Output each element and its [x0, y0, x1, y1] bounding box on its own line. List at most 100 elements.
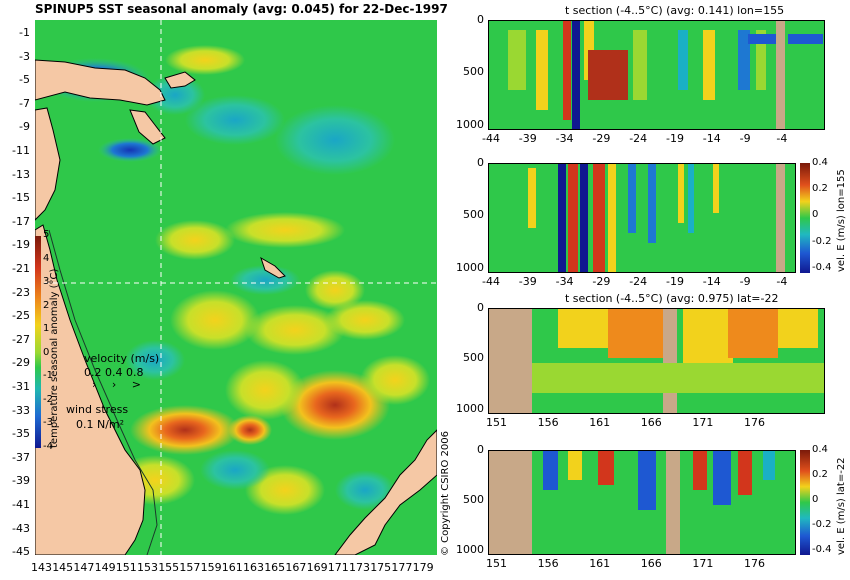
map-ytick: -17: [12, 214, 30, 228]
temp-lon155-feature: [572, 20, 580, 130]
map-xtick: 149: [94, 561, 116, 574]
temp-colorbar-tick: -2: [43, 393, 53, 405]
temp-colorbar-tick: -4: [43, 441, 53, 452]
vel-lat-22-feature: [738, 450, 752, 495]
map-ytick: -19: [12, 238, 30, 252]
velocity-colorbar-1-label: vel. E (m/s) lon=155: [836, 169, 847, 272]
velocity-legend-arrows: › › >: [92, 378, 148, 391]
map-ytick: -23: [12, 285, 30, 299]
panel-xtick: -19: [666, 132, 684, 145]
map-xtick: 143: [31, 561, 52, 574]
colorbar-label: temperature seasonal anomaly (°C): [49, 268, 60, 448]
vel-lon155-feature: [608, 163, 616, 273]
map-xtick: 147: [73, 561, 95, 574]
panel-xtick: -39: [518, 132, 537, 145]
panel-xtick: -29: [592, 275, 611, 288]
panel-xtick: 166: [640, 557, 662, 570]
panel-xtick: 176: [744, 557, 765, 570]
panel-xtick: -34: [555, 132, 574, 145]
panel-ytick: 0: [477, 443, 484, 456]
vel-lon155-feature: [628, 163, 636, 233]
vel-lon155-bg: [488, 163, 796, 273]
panel-xtick: -14: [702, 275, 721, 288]
panel3-title: t section (-4..5°C) (avg: 0.975) lat=-22: [565, 292, 779, 305]
temp-lon155-frame: [488, 20, 825, 130]
panel-ytick: 0: [477, 156, 484, 169]
panel-xtick: 161: [589, 416, 611, 429]
vel-lon155-feature: [713, 163, 719, 213]
map-xtick: 169: [306, 561, 328, 574]
map-xtick: 155: [158, 561, 180, 574]
anomaly-patch: [225, 360, 305, 420]
velocity-section-lon155: [488, 163, 796, 273]
map-xtick: 179: [412, 561, 434, 574]
panel-ytick: 500: [463, 493, 484, 506]
vel-lon155-feature: [678, 163, 684, 223]
temp-lat-22-frame: [488, 308, 825, 414]
panel-ytick: 500: [463, 208, 484, 222]
panel-xtick: -9: [739, 275, 751, 288]
map-ytick: -31: [12, 380, 30, 393]
panel-xtick: -44: [482, 132, 500, 145]
land-new-guinea: [35, 59, 166, 106]
temp-lat-22-feature: [532, 363, 825, 393]
vel-lon155-feature: [580, 163, 588, 273]
panel-ytick: 1000: [456, 260, 484, 274]
land-new-zealand: [334, 429, 437, 555]
temperature-colorbar: [35, 236, 41, 448]
temp-lat-22-feature: [728, 308, 778, 358]
panel-xtick: -44: [482, 275, 500, 288]
panel-xtick: 151: [486, 557, 507, 570]
temp-lat-22-feature: [488, 308, 532, 414]
map-title: SPINUP5 SST seasonal anomaly (avg: 0.045…: [35, 2, 448, 16]
panel-xtick: -29: [592, 132, 611, 145]
velocity-colorbar-tick: 0.2: [812, 469, 828, 480]
panel-xtick: -4: [776, 275, 788, 288]
velocity-colorbar-1: [800, 163, 810, 273]
temp-lon155-feature: [536, 30, 548, 110]
temp-lon155-feature: [703, 30, 715, 100]
temp-colorbar-tick: 1: [43, 323, 50, 335]
panel-xtick: 171: [692, 416, 714, 429]
anomaly-patch: [228, 415, 272, 445]
velocity-colorbar-tick: 0.4: [812, 444, 828, 455]
temp-lon155-feature: [633, 30, 647, 100]
anomaly-patch: [165, 45, 245, 75]
velocity-colorbar-2: [800, 450, 810, 555]
map-xtick: 159: [200, 561, 222, 574]
velocity-colorbar-tick: -0.2: [812, 235, 832, 247]
map-xtick: 165: [264, 561, 286, 574]
velocity-legend-values: 0.2 0.4 0.8: [84, 366, 144, 379]
panel-ytick: 1000: [456, 401, 484, 415]
vel-lat-22-feature: [693, 450, 707, 490]
anomaly-patch: [245, 305, 345, 355]
temp-colorbar-tick: -3: [43, 417, 53, 429]
panel-xtick: 176: [744, 416, 765, 429]
anomaly-patch: [145, 75, 205, 115]
map-xtick: 171: [327, 561, 349, 574]
anomaly-patch: [98, 138, 162, 162]
map-ytick: -43: [12, 521, 30, 535]
velocity-colorbar-tick: 0: [812, 209, 819, 221]
temp-lon155-feature: [756, 30, 766, 90]
map-xtick: 177: [391, 561, 413, 574]
anomaly-patch: [230, 265, 300, 295]
map-xtick: 173: [349, 561, 370, 574]
map-xtick: 157: [179, 561, 201, 574]
panel-xtick: -24: [629, 275, 648, 288]
vel-lon155-feature: [568, 163, 578, 273]
panel-xtick: 156: [537, 557, 559, 570]
panel-ytick: 0: [477, 301, 484, 314]
anomaly-patch: [360, 355, 430, 405]
panel-xtick: -24: [629, 132, 648, 145]
panel-ytick: 1000: [456, 543, 484, 556]
panel1-title: t section (-4..5°C) (avg: 0.141) lon=155: [565, 4, 785, 17]
panel-xtick: 156: [537, 416, 559, 429]
anomaly-patch: [170, 290, 260, 350]
map-xtick: 153: [137, 561, 158, 574]
vel-lat-22-feature: [763, 450, 775, 480]
anomaly-patch: [305, 270, 365, 310]
vel-lat-22-feature: [666, 450, 680, 555]
panel-xtick: 151: [486, 416, 507, 429]
vel-lon155-feature: [558, 163, 566, 273]
